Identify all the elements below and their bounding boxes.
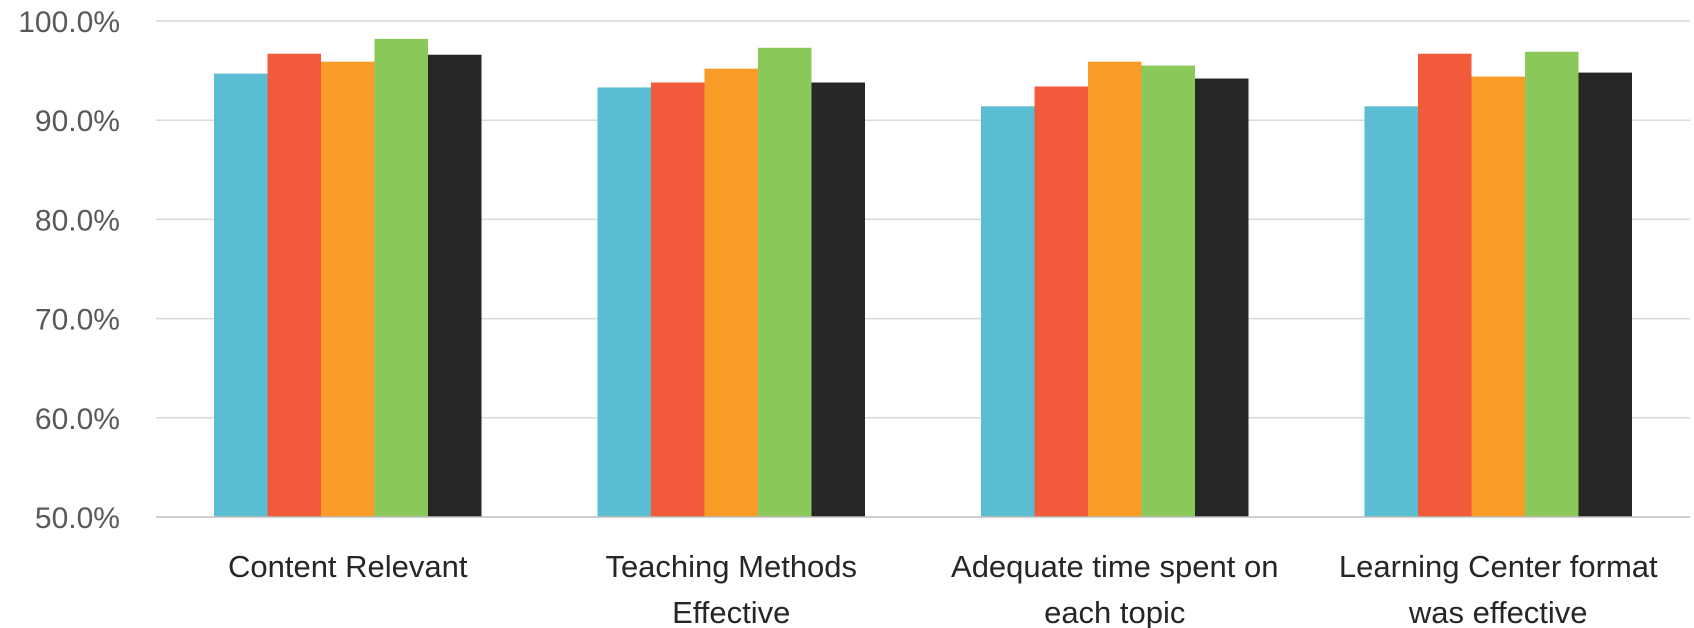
bar	[1418, 53, 1472, 518]
bars	[214, 38, 1632, 518]
y-axis-tick-labels: 50.0% 60.0% 70.0% 80.0% 90.0% 100.0%	[18, 6, 120, 535]
bar	[1471, 76, 1525, 517]
bar	[704, 68, 758, 517]
category-labels: Content Relevant Teaching Methods Effectiv…	[228, 549, 1658, 628]
y-tick-label: 90.0%	[35, 105, 120, 138]
bar	[374, 38, 428, 518]
y-tick-label: 100.0%	[18, 6, 120, 39]
category-label: Adequate time spent on	[951, 549, 1278, 584]
category-label: Content Relevant	[228, 549, 468, 584]
bar	[1034, 86, 1088, 518]
bar	[1578, 72, 1632, 518]
bar	[1141, 65, 1195, 517]
category-label: was effective	[1408, 595, 1588, 628]
category-label: each topic	[1044, 595, 1185, 628]
bar	[651, 82, 705, 517]
y-tick-label: 50.0%	[35, 502, 120, 535]
y-tick-label: 70.0%	[35, 304, 120, 337]
bar	[981, 106, 1035, 517]
bar	[597, 87, 651, 518]
category-label: Teaching Methods	[605, 549, 857, 584]
y-tick-label: 80.0%	[35, 204, 120, 237]
bar	[214, 73, 268, 518]
bar	[428, 54, 482, 518]
y-tick-label: 60.0%	[35, 403, 120, 436]
bar	[1088, 61, 1142, 518]
category-label: Effective	[672, 595, 790, 628]
bar	[267, 53, 321, 518]
bar	[758, 47, 812, 518]
bar	[1364, 106, 1418, 517]
bar	[1525, 51, 1579, 517]
bar	[811, 82, 865, 517]
category-label: Learning Center format	[1339, 549, 1658, 584]
bar	[1195, 78, 1249, 517]
bar	[321, 61, 375, 518]
